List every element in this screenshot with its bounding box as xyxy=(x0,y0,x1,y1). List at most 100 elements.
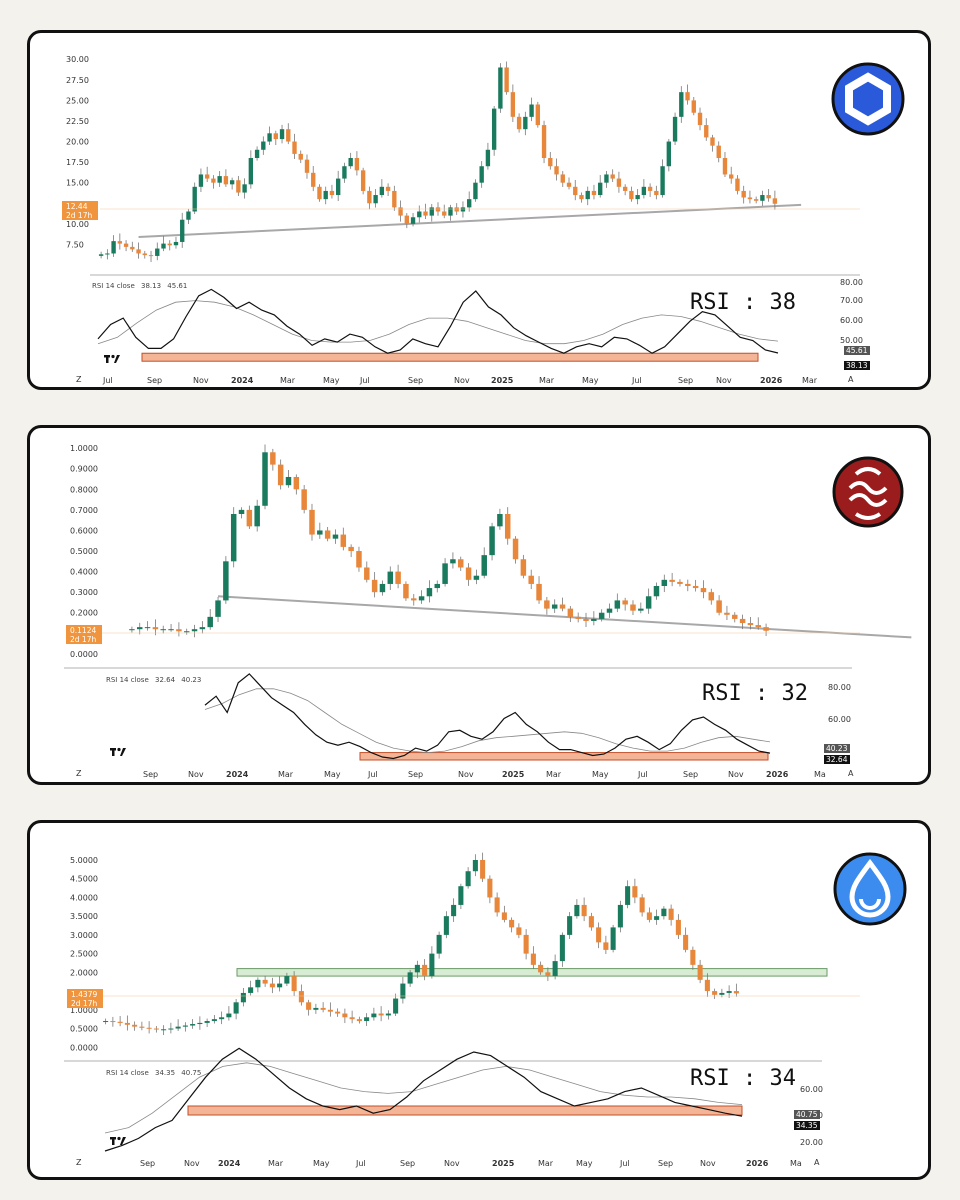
candle-body xyxy=(207,616,213,628)
candle-body xyxy=(567,608,574,617)
time-tick-label: 2026 xyxy=(746,1159,769,1168)
candle-body xyxy=(646,912,652,920)
price-tick-label: 0.7000 xyxy=(70,506,98,515)
candle-body xyxy=(604,174,609,183)
candle-body xyxy=(516,927,522,935)
candle-body xyxy=(622,600,628,605)
candle-body xyxy=(387,571,394,584)
candle-body xyxy=(285,476,292,486)
candle-body xyxy=(248,158,254,185)
zoom-icon[interactable]: Z xyxy=(76,375,82,384)
time-tick-label: Nov xyxy=(728,770,744,779)
price-tick-label: 0.9000 xyxy=(70,465,98,474)
candle-body xyxy=(434,583,440,589)
time-tick-label: Ma xyxy=(790,1159,802,1168)
candle-body xyxy=(712,991,718,995)
price-tick-label: 10.00 xyxy=(66,220,89,229)
candle-body xyxy=(277,983,283,988)
candle-body xyxy=(523,116,528,130)
candle-body xyxy=(148,255,154,257)
candle-body xyxy=(685,92,690,101)
candle-body xyxy=(136,249,141,254)
time-tick-label: May xyxy=(323,376,340,385)
candle-body xyxy=(552,961,558,977)
candle-body xyxy=(146,1027,152,1029)
candle-body xyxy=(324,530,331,539)
candle-body xyxy=(722,158,728,175)
price-tick-label: 0.2000 xyxy=(70,609,98,618)
candle-body xyxy=(654,916,660,920)
candle-body xyxy=(176,629,182,632)
candle-body xyxy=(226,1013,232,1018)
candle-body xyxy=(630,604,636,611)
candle-body xyxy=(242,184,247,193)
auto-scale-icon[interactable]: A xyxy=(848,769,854,778)
candle-body xyxy=(591,618,597,621)
time-tick-label: Sep xyxy=(143,770,158,779)
time-tick-label: 2025 xyxy=(491,376,514,385)
auto-scale-icon[interactable]: A xyxy=(848,375,854,384)
candle-body xyxy=(497,514,503,527)
candle-body xyxy=(654,190,659,196)
candle-body xyxy=(378,1013,384,1016)
candle-body xyxy=(429,207,434,216)
time-tick-label: 2024 xyxy=(226,770,249,779)
time-tick-label: Sep xyxy=(683,770,698,779)
rsi-tick-label: 80.00 xyxy=(840,278,863,287)
candle-body xyxy=(267,133,272,142)
candle-body xyxy=(423,211,428,216)
candle-body xyxy=(403,583,409,599)
time-tick-label: Mar xyxy=(268,1159,284,1168)
candle-body xyxy=(273,133,278,140)
support-zone-layer xyxy=(236,968,828,977)
candle-body xyxy=(371,1013,377,1018)
zoom-icon[interactable]: Z xyxy=(76,769,82,778)
candle-body xyxy=(298,153,303,160)
candle-body xyxy=(645,596,652,609)
candle-body xyxy=(523,934,529,954)
candle-body xyxy=(454,207,459,212)
candle-body xyxy=(400,983,406,999)
candle-body xyxy=(293,476,300,490)
candle-body xyxy=(442,211,447,216)
time-tick-label: Sep xyxy=(140,1159,155,1168)
time-tick-label: 2024 xyxy=(231,376,254,385)
rsi-value-tag-value: 32.64 xyxy=(826,755,848,764)
candle-body xyxy=(616,178,622,187)
last-price-value: 0.1124 xyxy=(70,626,96,635)
candle-body xyxy=(559,604,566,609)
rsi-oversold-band xyxy=(359,752,769,761)
candle-body xyxy=(516,116,522,130)
candle-body xyxy=(685,583,691,586)
candle-body xyxy=(211,1019,217,1022)
candle-body xyxy=(617,904,623,928)
rsi-ma-line xyxy=(97,300,779,345)
candle-body xyxy=(610,927,616,950)
trendline xyxy=(217,595,912,639)
time-tick-label: Nov xyxy=(444,1159,460,1168)
candle-body xyxy=(458,886,464,905)
rsi-band xyxy=(187,1105,743,1116)
candle-body xyxy=(407,972,413,984)
time-tick-label: Sep xyxy=(408,376,423,385)
candle-body xyxy=(236,180,241,193)
candle-body xyxy=(467,199,472,208)
last-price-value: 12.44 xyxy=(66,202,88,211)
zoom-icon[interactable]: Z xyxy=(76,1158,82,1167)
candle-body xyxy=(528,575,534,584)
candle-body xyxy=(603,942,609,950)
candle-body xyxy=(596,927,602,943)
price-tick-label: 22.50 xyxy=(66,117,89,126)
rsi-header: RSI 14 close 38.13 45.61 xyxy=(92,282,187,290)
time-tick-label: 2026 xyxy=(760,376,783,385)
candle-body xyxy=(579,195,584,200)
rsi-value-tag xyxy=(844,361,870,370)
rsi-ma-tag xyxy=(794,1110,820,1119)
candle-body xyxy=(429,953,435,977)
auto-scale-icon[interactable]: A xyxy=(814,1158,820,1167)
time-tick-label: Nov xyxy=(458,770,474,779)
rsi-header: RSI 14 close 32.64 40.23 xyxy=(106,676,201,684)
candle-body xyxy=(672,116,678,142)
time-tick-label: Mar xyxy=(538,1159,554,1168)
candle-body xyxy=(261,141,266,150)
